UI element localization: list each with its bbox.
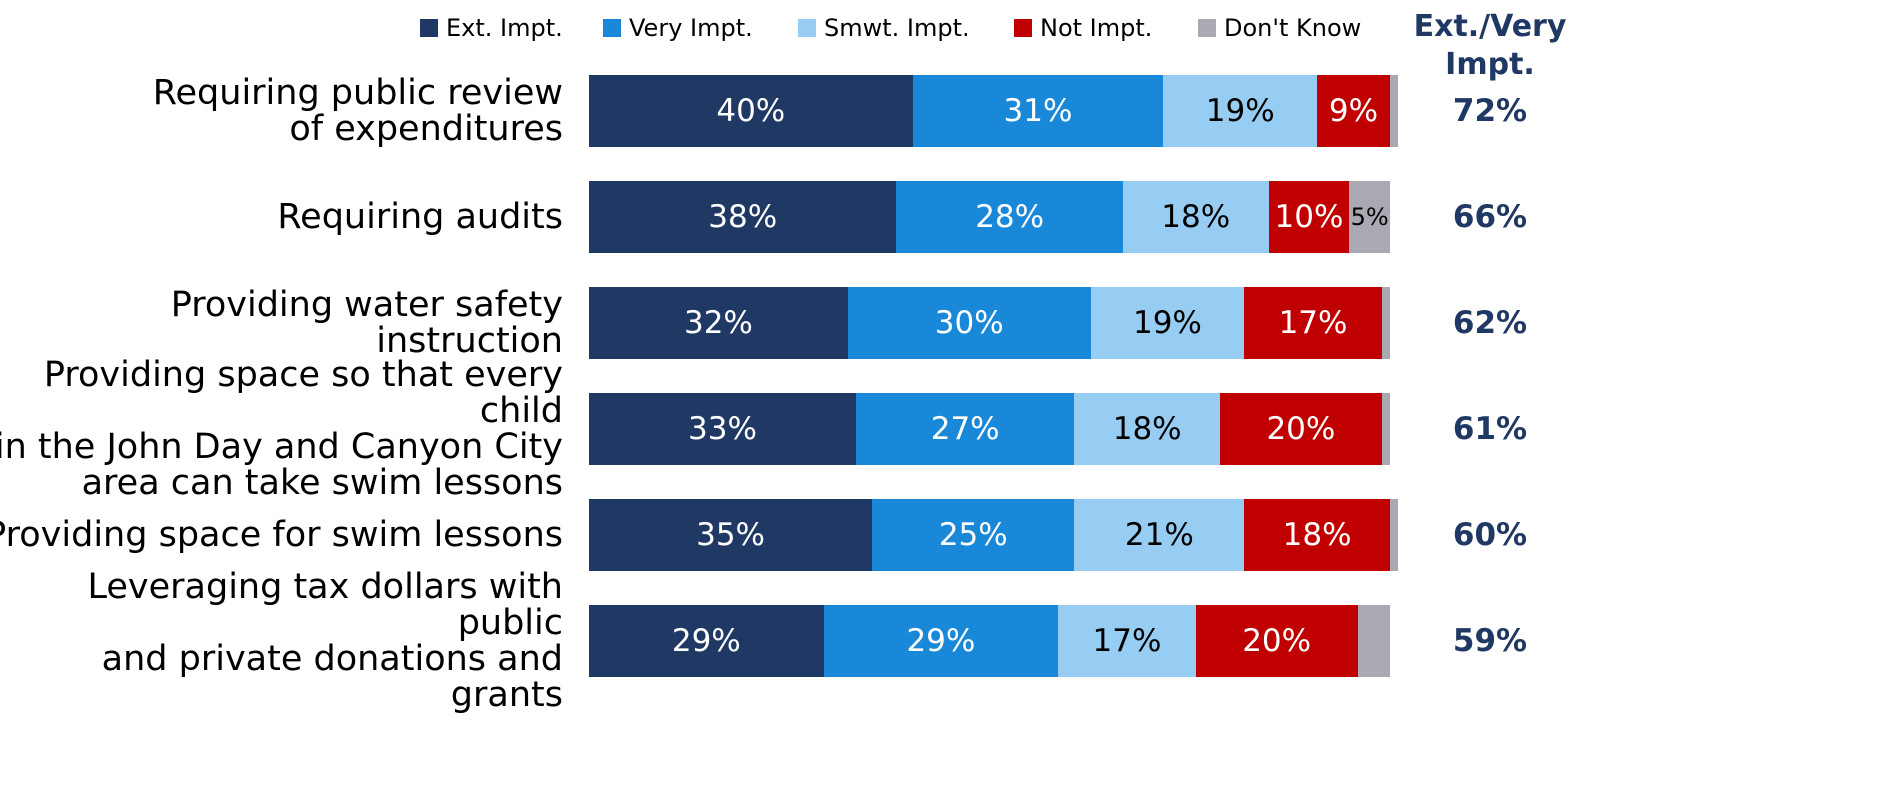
legend-label: Very Impt. <box>629 14 753 42</box>
data-label: 17% <box>1092 623 1162 659</box>
bar-segment: 35% <box>589 499 873 571</box>
net-value: 60% <box>1452 517 1528 553</box>
legend-label: Smwt. Impt. <box>824 14 970 42</box>
data-label: 19% <box>1132 305 1202 341</box>
bar-segment: 19% <box>1090 287 1245 359</box>
bar-segment: 33% <box>589 393 856 465</box>
legend-swatch <box>420 19 438 37</box>
data-label: 33% <box>688 411 757 447</box>
net-value: 59% <box>1452 623 1528 659</box>
legend-swatch <box>798 19 816 37</box>
bar-segment: 17% <box>1058 605 1196 677</box>
data-label: 18% <box>1112 411 1182 447</box>
net-value: 61% <box>1452 411 1528 447</box>
data-label: 29% <box>671 623 741 659</box>
bar-segment: 25% <box>872 499 1075 571</box>
bar-segment: 20% <box>1195 605 1358 677</box>
data-label: 21% <box>1124 517 1194 553</box>
data-label: 27% <box>930 411 1000 447</box>
bar-segment: 29% <box>589 605 824 677</box>
bar-segment: 17% <box>1244 287 1382 359</box>
legend-item: Ext. Impt. <box>420 14 563 42</box>
data-label: 20% <box>1242 623 1312 659</box>
bar-segment: 38% <box>589 181 897 253</box>
legend-label: Not Impt. <box>1040 14 1153 42</box>
bar-segment <box>1389 499 1398 571</box>
bar-segment: 5% <box>1349 181 1390 253</box>
data-label: 19% <box>1205 93 1275 129</box>
bar-segment: 18% <box>1122 181 1269 253</box>
bar-segment: 21% <box>1074 499 1245 571</box>
legend-item: Smwt. Impt. <box>798 14 970 42</box>
bar-segment: 29% <box>823 605 1059 677</box>
data-label: 31% <box>1003 93 1073 129</box>
legend-label: Ext. Impt. <box>446 14 563 42</box>
data-label: 20% <box>1266 411 1336 447</box>
data-label: 5% <box>1350 203 1389 231</box>
bar-segment: 19% <box>1163 75 1318 147</box>
data-label: 35% <box>696 517 766 553</box>
bar-segment <box>1381 393 1390 465</box>
data-label: 30% <box>934 305 1004 341</box>
data-label: 28% <box>975 199 1045 235</box>
category-label: Providing space for swim lessons <box>0 515 563 555</box>
category-label: Providing space so that every child in t… <box>0 355 563 503</box>
legend-swatch <box>1014 19 1032 37</box>
bar-segment: 40% <box>589 75 913 147</box>
bar-segment: 9% <box>1317 75 1390 147</box>
legend-item: Not Impt. <box>1014 14 1152 42</box>
category-label: Requiring public review of expenditures <box>152 73 563 149</box>
data-label: 38% <box>708 199 778 235</box>
data-label: 18% <box>1161 199 1231 235</box>
bar-segment: 31% <box>912 75 1164 147</box>
bar-segment: 27% <box>855 393 1075 465</box>
data-label: 32% <box>683 305 753 341</box>
net-header: Ext./Very Impt. <box>1413 9 1567 82</box>
data-label: 9% <box>1328 93 1379 129</box>
net-value: 66% <box>1452 199 1528 235</box>
data-label: 17% <box>1278 305 1348 341</box>
data-label: 10% <box>1274 199 1344 235</box>
bar-segment <box>1381 287 1390 359</box>
legend-swatch <box>1198 19 1216 37</box>
legend-item: Very Impt. <box>603 14 753 42</box>
bar-segment <box>1357 605 1390 677</box>
bar-segment: 20% <box>1220 393 1382 465</box>
legend-label: Don't Know <box>1224 14 1362 42</box>
bar-segment: 28% <box>896 181 1123 253</box>
bar-segment: 10% <box>1268 181 1350 253</box>
bar-segment: 32% <box>589 287 848 359</box>
bar-segment: 18% <box>1244 499 1390 571</box>
data-label: 29% <box>906 623 976 659</box>
net-value: 62% <box>1452 305 1528 341</box>
legend-swatch <box>603 19 621 37</box>
net-value: 72% <box>1452 93 1528 129</box>
bar-segment: 18% <box>1074 393 1220 465</box>
category-label: Leveraging tax dollars with public and p… <box>87 567 563 715</box>
data-label: 25% <box>938 517 1008 553</box>
bar-segment <box>1389 75 1398 147</box>
bar-segment: 30% <box>847 287 1091 359</box>
category-label: Providing water safety instruction <box>170 285 563 361</box>
data-label: 40% <box>716 93 786 129</box>
legend-item: Don't Know <box>1198 14 1361 42</box>
data-label: 18% <box>1282 517 1352 553</box>
category-label: Requiring audits <box>277 197 563 237</box>
